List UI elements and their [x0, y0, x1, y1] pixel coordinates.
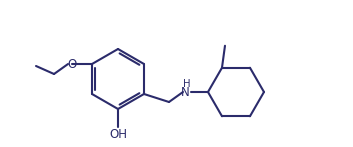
Text: N: N [181, 86, 189, 98]
Text: O: O [67, 57, 77, 71]
Text: H: H [183, 79, 191, 89]
Text: OH: OH [109, 128, 127, 142]
